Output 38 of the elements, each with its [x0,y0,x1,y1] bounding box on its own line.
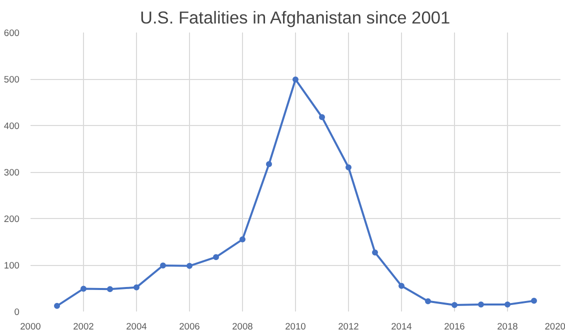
point [266,161,272,168]
chart-title: U.S. Fatalities in Afghanistan since 2001 [140,8,450,28]
point [531,298,537,304]
y-tick-label: 300 [4,168,20,178]
x-tick-label: 2002 [73,322,94,332]
point [134,284,140,290]
point [80,286,86,292]
point [107,286,113,292]
x-tick-label: 2010 [285,322,306,332]
x-tick-label: 2016 [444,322,465,332]
point [452,302,458,308]
y-tick-label: 500 [4,74,20,84]
point [186,262,192,269]
point [54,302,60,309]
point [213,254,219,260]
point [319,114,325,120]
point [504,302,510,308]
x-tick-label: 2014 [391,322,412,332]
x-tick-label: 2020 [544,322,565,332]
point [425,298,431,304]
point [346,164,352,170]
point [478,302,484,308]
point [160,262,166,268]
y-tick-label: 600 [4,28,20,38]
x-tick-label: 2018 [497,322,518,332]
point [240,236,246,242]
x-tick-label: 2004 [126,322,147,332]
x-tick-label: 2012 [338,322,359,332]
y-tick-label: 0 [14,307,20,317]
y-tick-label: 400 [4,121,20,131]
point [398,282,404,289]
x-tick-label: 2008 [232,322,253,332]
y-tick-label: 200 [4,214,20,224]
y-tick-label: 100 [4,260,20,270]
x-tick-label: 2006 [179,322,200,332]
x-tick-label: 2000 [20,322,41,332]
point [292,76,298,82]
point [372,249,378,256]
